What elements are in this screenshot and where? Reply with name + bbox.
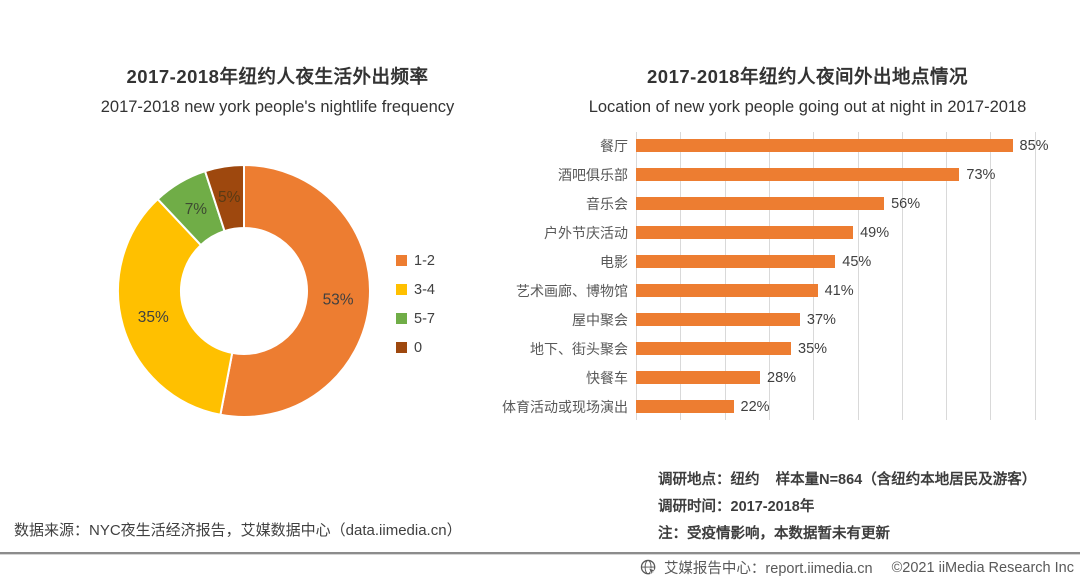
gridline: [724, 132, 726, 420]
globe-cursor-icon: [640, 559, 657, 576]
bar-track: 28%: [636, 369, 1078, 386]
bar-体育活动或现场演出: [636, 400, 734, 413]
bar-category-label: 电影: [600, 253, 628, 270]
bar-track: 41%: [636, 282, 1078, 299]
bar-track: 35%: [636, 340, 1078, 357]
bar-音乐会: [636, 197, 885, 210]
bar-rows: 餐厅 85% 酒吧俱乐部 73% 音乐会 56% 户外节庆活动 49% 电影 45% 艺术画廊、博物…: [478, 131, 1078, 421]
footer: 艾媒报告中心：report.iimedia.cn ©2021 iiMedia R…: [640, 557, 1074, 578]
bar-category-label: 音乐会: [586, 195, 628, 212]
bar-chart-title: 2017-2018年纽约人夜间外出地点情况: [647, 66, 968, 87]
donut-chart-subtitle: 2017-2018 new york people's nightlife fr…: [100, 98, 455, 116]
gridline: [636, 132, 637, 420]
bar-row: 餐厅 85%: [478, 131, 1078, 160]
bar-chart: 餐厅 85% 酒吧俱乐部 73% 音乐会 56% 户外节庆活动 49% 电影 45% 艺术画廊、博物…: [478, 131, 1078, 421]
bar-category-label: 快餐车: [586, 369, 628, 386]
bar-category-label: 艺术画廊、博物馆: [516, 282, 628, 299]
legend-item-3-4: 3-4: [396, 275, 435, 304]
legend-label: 1-2: [414, 252, 435, 269]
data-source-note: 数据来源：NYC夜生活经济报告，艾媒数据中心（data.iimedia.cn）: [14, 522, 462, 539]
donut-slice-1-2: [219, 163, 371, 418]
bar-row: 艺术画廊、博物馆 41%: [478, 276, 1078, 305]
legend-swatch-icon: [396, 342, 407, 353]
bar-酒吧俱乐部: [636, 168, 960, 181]
bar-track: 85%: [636, 137, 1078, 154]
donut-chart: 53% 35% 7% 5%: [117, 163, 371, 418]
bar-row: 户外节庆活动 49%: [478, 218, 1078, 247]
legend-item-0: 0: [396, 333, 435, 362]
footer-brand: 艾媒报告中心：report.iimedia.cn: [663, 561, 873, 577]
donut-chart-title: 2017-2018年纽约人夜生活外出频率: [126, 66, 429, 87]
bar-chart-subtitle: Location of new york people going out at…: [588, 98, 1027, 116]
gridline: [768, 132, 770, 420]
bar-value-label: 49%: [860, 224, 890, 241]
bar-track: 45%: [636, 253, 1078, 270]
legend-label: 3-4: [414, 281, 435, 298]
bar-value-label: 37%: [806, 311, 836, 328]
survey-notes: 调研地点：纽约 样本量N=864（含纽约本地居民及游客） 调研时间：2017-2…: [658, 471, 1036, 552]
survey-note-time: 调研时间：2017-2018年: [658, 499, 815, 515]
survey-note-remark: 注：受疫情影响，本数据暂未有更新: [658, 526, 890, 542]
legend-item-5-7: 5-7: [396, 304, 435, 333]
donut-slice-label: 5%: [218, 189, 241, 206]
bar-餐厅: [636, 139, 1013, 152]
gridline: [857, 132, 859, 420]
bar-row: 屋中聚会 37%: [478, 305, 1078, 334]
legend-item-1-2: 1-2: [396, 246, 435, 275]
bar-track: 56%: [636, 195, 1078, 212]
gridline: [813, 132, 815, 420]
bar-category-label: 地下、街头聚会: [530, 340, 628, 357]
legend-swatch-icon: [396, 313, 407, 324]
bar-gridlines: [636, 132, 1080, 420]
bar-track: 22%: [636, 398, 1078, 415]
bar-电影: [636, 255, 836, 268]
bar-category-label: 屋中聚会: [572, 311, 628, 328]
donut-slice-0: [203, 163, 245, 233]
footer-divider: [0, 552, 1080, 555]
bar-value-label: 56%: [891, 195, 921, 212]
bar-row: 电影 45%: [478, 247, 1078, 276]
survey-note-location: 调研地点：纽约 样本量N=864（含纽约本地居民及游客）: [658, 472, 1037, 488]
gridline: [901, 132, 903, 420]
bar-row: 音乐会 56%: [478, 189, 1078, 218]
bar-category-label: 酒吧俱乐部: [558, 166, 628, 183]
legend-label: 5-7: [414, 310, 435, 327]
bar-category-label: 餐厅: [600, 137, 628, 154]
bar-value-label: 73%: [966, 166, 996, 183]
bar-category-label: 体育活动或现场演出: [502, 398, 628, 415]
bar-户外节庆活动: [636, 226, 854, 239]
bar-row: 地下、街头聚会 35%: [478, 334, 1078, 363]
donut-legend: 1-2 3-4 5-7 0: [396, 246, 435, 362]
bar-value-label: 45%: [842, 253, 872, 270]
donut-slice-label: 7%: [185, 201, 208, 218]
bar-value-label: 35%: [798, 340, 828, 357]
gridline: [680, 132, 682, 420]
bar-category-label: 户外节庆活动: [544, 224, 628, 241]
bar-track: 37%: [636, 311, 1078, 328]
bar-value-label: 28%: [767, 369, 797, 386]
bar-value-label: 22%: [740, 398, 770, 415]
bar-快餐车: [636, 371, 760, 384]
bar-屋中聚会: [636, 313, 800, 326]
gridline: [1034, 132, 1036, 420]
legend-label: 0: [414, 339, 423, 356]
gridline: [990, 132, 992, 420]
footer-copyright: ©2021 iiMedia Research Inc: [891, 559, 1074, 576]
donut-slice-label: 35%: [138, 309, 169, 326]
legend-swatch-icon: [396, 284, 407, 295]
donut-slice-label: 53%: [323, 291, 354, 308]
bar-row: 体育活动或现场演出 22%: [478, 392, 1078, 421]
legend-swatch-icon: [396, 255, 407, 266]
bar-row: 酒吧俱乐部 73%: [478, 160, 1078, 189]
bar-row: 快餐车 28%: [478, 363, 1078, 392]
bar-地下、街头聚会: [636, 342, 791, 355]
bar-value-label: 41%: [824, 282, 854, 299]
bar-艺术画廊、博物馆: [636, 284, 818, 297]
bar-track: 49%: [636, 224, 1078, 241]
bar-value-label: 85%: [1019, 137, 1049, 154]
bar-track: 73%: [636, 166, 1078, 183]
donut-slice-3-4: [117, 197, 234, 416]
gridline: [946, 132, 948, 420]
